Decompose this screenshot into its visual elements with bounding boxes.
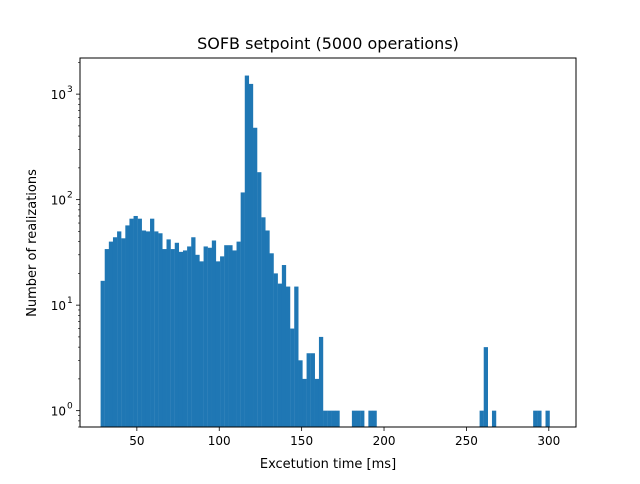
bars-group (100, 75, 550, 428)
histogram-bar (187, 246, 192, 427)
x-tick-label: 150 (290, 434, 313, 448)
histogram-bar (335, 410, 340, 427)
histogram-bar (294, 286, 299, 427)
histogram-bar (191, 237, 196, 427)
histogram-bar (533, 410, 538, 427)
histogram-bar (178, 251, 184, 427)
histogram-bar (356, 410, 361, 427)
histogram-bar (195, 254, 200, 427)
histogram-bar (253, 127, 258, 427)
histogram-bar (273, 273, 278, 427)
histogram-bar (150, 218, 155, 427)
histogram-bar (199, 261, 204, 427)
histogram-bar (306, 353, 311, 427)
histogram-bar (277, 283, 283, 427)
histogram-bar (248, 83, 254, 428)
histogram-bar (368, 410, 373, 427)
histogram-bar (207, 247, 212, 427)
histogram-bar (290, 328, 295, 427)
histogram-bar (133, 215, 138, 427)
histogram-bar (215, 261, 221, 427)
histogram-bar (281, 265, 287, 427)
histogram-bar (162, 249, 167, 427)
histogram-bar (302, 378, 307, 427)
histogram-bar (145, 231, 151, 427)
histogram-bar (104, 249, 109, 427)
histogram-bar (129, 218, 134, 427)
histogram-bar (545, 410, 550, 427)
y-tick-label: 10 (51, 299, 66, 313)
x-ticks: 50 100 150 200 250 300 (129, 427, 560, 448)
histogram-bar (154, 231, 159, 427)
histogram-bar (351, 410, 357, 427)
histogram-bar (141, 230, 147, 427)
y-tick-exponent: 1 (67, 296, 73, 306)
histogram-bar (372, 410, 377, 427)
histogram-bar (244, 75, 250, 428)
y-tick-exponent: 0 (67, 402, 73, 412)
histogram-bar (170, 249, 175, 427)
histogram-bar (125, 225, 130, 427)
histogram-bar (318, 336, 324, 427)
histogram-bar (232, 250, 237, 427)
y-tick-label: 10 (51, 405, 66, 419)
histogram-bar (323, 410, 328, 427)
x-axis-label: Excetution time [ms] (260, 457, 396, 472)
histogram-bar (257, 172, 262, 427)
histogram-bar (298, 360, 303, 427)
y-tick-label: 10 (51, 88, 66, 102)
histogram-bar (331, 410, 336, 427)
histogram-bar (269, 253, 274, 427)
histogram-bar (285, 286, 291, 427)
x-tick-label: 300 (537, 434, 560, 448)
histogram-bar (224, 245, 229, 427)
histogram-bar (236, 241, 241, 427)
histogram-bar (211, 240, 217, 427)
histogram-bar (166, 239, 171, 427)
histogram-bar (483, 347, 488, 427)
y-tick-exponent: 2 (67, 191, 73, 201)
x-tick-label: 200 (373, 434, 396, 448)
histogram-bar (479, 410, 484, 427)
histogram-bar (537, 410, 542, 427)
histogram-bar (203, 246, 208, 427)
histogram-bar (137, 218, 142, 427)
histogram-bar (108, 241, 114, 427)
histogram-bar (174, 242, 180, 427)
histogram-bar (158, 233, 163, 427)
histogram-bar (121, 238, 126, 427)
y-tick-exponent: 3 (67, 85, 73, 95)
histogram-bar (261, 217, 266, 427)
histogram-bar (310, 353, 315, 427)
chart-title: SOFB setpoint (5000 operations) (197, 34, 459, 53)
histogram-bar (265, 230, 270, 427)
histogram-bar (327, 410, 332, 427)
histogram-bar (117, 231, 122, 427)
histogram-bar (491, 410, 497, 427)
x-tick-label: 250 (455, 434, 478, 448)
y-axis-label: Number of realizations (25, 169, 40, 317)
histogram-bar (112, 237, 118, 427)
x-tick-label: 100 (208, 434, 231, 448)
axes-frame (79, 57, 577, 428)
histogram-bar (182, 250, 188, 427)
y-tick-label: 10 (51, 194, 66, 208)
x-tick-label: 50 (129, 434, 144, 448)
histogram-bar (228, 245, 233, 427)
histogram-bar (360, 410, 365, 427)
histogram-bar (100, 280, 105, 427)
histogram-bar (314, 378, 320, 427)
histogram-bar (240, 192, 245, 427)
histogram-bar (220, 256, 225, 427)
